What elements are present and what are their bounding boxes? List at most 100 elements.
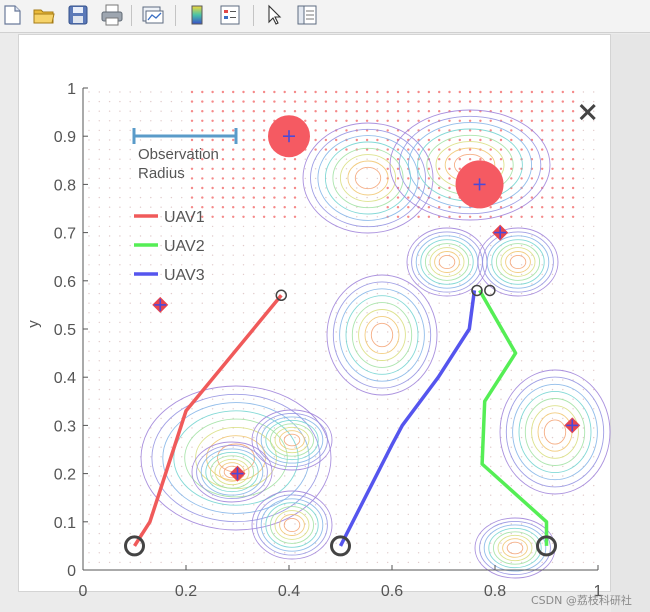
field-dot [211, 532, 214, 535]
field-dot [335, 100, 338, 103]
field-dot [88, 408, 90, 410]
property-editor-button[interactable] [295, 3, 319, 27]
contour-line [173, 410, 299, 506]
field-dot [201, 292, 203, 295]
field-dot [129, 408, 131, 410]
field-dot [252, 215, 255, 218]
field-dot [242, 110, 245, 113]
contour-line [477, 227, 559, 297]
field-dot [469, 264, 471, 266]
field-dot [150, 504, 152, 506]
field-dot [365, 129, 369, 132]
uav-paths [133, 289, 549, 547]
field-dot [119, 465, 121, 468]
field-dot [314, 254, 317, 256]
field-dot [98, 292, 101, 295]
field-dot [263, 427, 265, 429]
field-dot [304, 350, 306, 352]
field-dot [232, 90, 235, 94]
field-dot [593, 273, 595, 276]
field-dot [490, 456, 492, 458]
field-dot [263, 244, 265, 247]
field-dot [252, 119, 255, 123]
insert-legend-button[interactable] [218, 3, 242, 27]
field-dot [366, 542, 368, 544]
field-dot [242, 494, 245, 496]
field-dot [459, 561, 461, 564]
field-dot [582, 139, 585, 141]
field-dot [531, 369, 533, 372]
field-dot [582, 196, 585, 199]
field-dot [407, 225, 409, 228]
field-dot [387, 340, 389, 343]
field-dot [284, 225, 286, 228]
field-dot [417, 456, 420, 458]
edit-plot-button[interactable] [262, 3, 286, 27]
field-dot [345, 456, 348, 458]
field-dot [438, 532, 440, 535]
field-dot [325, 379, 327, 381]
field-dot [181, 312, 183, 314]
field-dot [211, 119, 214, 123]
field-dot [500, 532, 502, 535]
field-dot [273, 379, 276, 381]
field-dot [273, 456, 276, 458]
print-figure-button[interactable] [100, 3, 124, 27]
field-dot [242, 542, 245, 544]
field-dot [324, 100, 328, 103]
field-dot [531, 244, 533, 247]
field-dot [417, 504, 420, 506]
field-dot [479, 302, 482, 304]
field-dot [582, 321, 585, 324]
field-dot [139, 513, 142, 516]
contour-line [260, 498, 324, 552]
field-dot [335, 561, 337, 564]
field-dot [397, 264, 399, 266]
field-dot [541, 206, 544, 209]
field-dot [211, 340, 214, 343]
field-dot [397, 360, 399, 362]
field-dot [129, 369, 131, 372]
field-dot [253, 504, 255, 506]
field-dot [417, 360, 420, 362]
field-dot [428, 340, 430, 343]
field-dot [459, 312, 461, 314]
field-dot [366, 475, 368, 477]
field-dot [335, 436, 337, 439]
field-dot [170, 321, 173, 324]
field-dot [263, 340, 265, 343]
field-dot [438, 254, 440, 256]
field-dot [387, 235, 389, 237]
field-dot [324, 138, 328, 142]
field-dot [428, 264, 430, 266]
field-dot [129, 504, 131, 506]
field-dot [284, 552, 286, 554]
field-dot [304, 216, 306, 218]
insert-colorbar-button[interactable] [185, 3, 209, 27]
field-dot [500, 321, 502, 324]
field-dot [201, 167, 204, 170]
contour-line [184, 418, 288, 498]
field-dot [325, 312, 327, 314]
field-dot [417, 264, 420, 266]
legend-icon [220, 5, 240, 25]
new-figure-button[interactable] [0, 3, 24, 27]
field-dot [98, 379, 101, 381]
field-dot [108, 244, 111, 247]
field-dot [294, 340, 296, 343]
field-dot [191, 312, 193, 314]
field-dot [181, 225, 183, 228]
field-dot [572, 494, 574, 496]
field-dot [582, 513, 585, 516]
save-figure-button[interactable] [66, 3, 90, 27]
field-dot [263, 408, 265, 410]
open-file-button[interactable] [32, 3, 56, 27]
field-dot [160, 398, 162, 400]
field-dot [119, 254, 121, 256]
field-dot [428, 369, 430, 372]
field-dot [314, 283, 317, 285]
field-dot [551, 427, 554, 429]
field-dot [366, 398, 368, 400]
field-dot [211, 206, 214, 209]
link-plot-button[interactable] [140, 3, 164, 27]
